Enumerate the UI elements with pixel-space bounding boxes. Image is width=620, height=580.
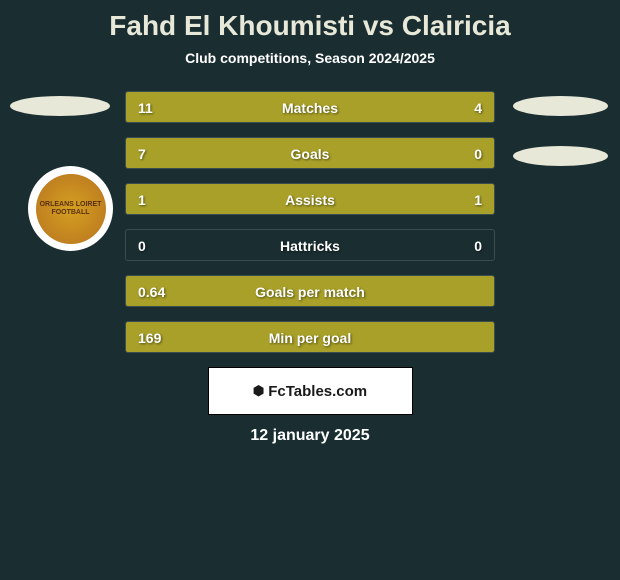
stat-label: Assists	[126, 184, 494, 215]
stat-row-goals-per-match: 0.64 Goals per match	[125, 275, 495, 307]
footer-logo-text: FcTables.com	[268, 383, 367, 400]
footer-logo[interactable]: ⬢ FcTables.com	[208, 367, 413, 415]
stat-row-hattricks: 0 Hattricks 0	[125, 229, 495, 261]
stat-value-right: 0	[474, 138, 482, 169]
stat-row-min-per-goal: 169 Min per goal	[125, 321, 495, 353]
decorative-ellipse-right-bottom	[513, 146, 608, 166]
stat-label: Goals	[126, 138, 494, 169]
page-subtitle: Club competitions, Season 2024/2025	[0, 50, 620, 66]
stat-row-matches: 11 Matches 4	[125, 91, 495, 123]
fctables-icon: ⬢	[253, 383, 264, 399]
badge-text: ORLEANS LOIRET FOOTBALL	[36, 201, 106, 216]
stat-row-assists: 1 Assists 1	[125, 183, 495, 215]
stats-area: ORLEANS LOIRET FOOTBALL 11 Matches 4 7 G…	[0, 91, 620, 353]
stat-value-right: 4	[474, 92, 482, 123]
decorative-ellipse-right-top	[513, 96, 608, 116]
player-left-badge: ORLEANS LOIRET FOOTBALL	[36, 174, 106, 244]
stat-rows-container: 11 Matches 4 7 Goals 0 1 Assists 1	[125, 91, 495, 353]
decorative-ellipse-left	[10, 96, 110, 116]
stat-row-goals: 7 Goals 0	[125, 137, 495, 169]
main-container: Fahd El Khoumisti vs Clairicia Club comp…	[0, 0, 620, 445]
stat-label: Min per goal	[126, 322, 494, 353]
stat-label: Goals per match	[126, 276, 494, 307]
stat-label: Hattricks	[126, 230, 494, 261]
footer-date: 12 january 2025	[0, 427, 620, 445]
stat-value-right: 1	[474, 184, 482, 215]
stat-value-right: 0	[474, 230, 482, 261]
stat-label: Matches	[126, 92, 494, 123]
page-title: Fahd El Khoumisti vs Clairicia	[0, 10, 620, 42]
player-left-avatar: ORLEANS LOIRET FOOTBALL	[28, 166, 113, 251]
